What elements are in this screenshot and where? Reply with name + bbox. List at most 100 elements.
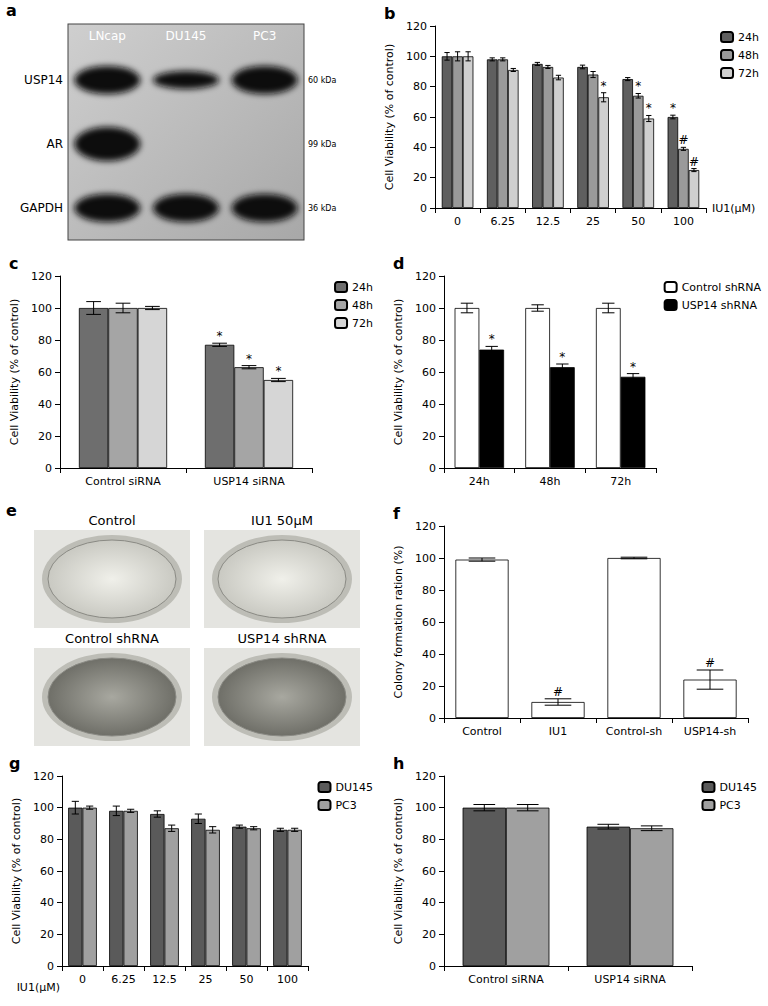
svg-text:*: * [635, 79, 641, 93]
svg-text:80: 80 [422, 833, 436, 846]
svg-text:60: 60 [422, 616, 436, 629]
svg-text:PC3: PC3 [719, 799, 740, 812]
svg-text:80: 80 [38, 334, 52, 347]
svg-text:b: b [384, 4, 395, 23]
svg-text:USP14-sh: USP14-sh [684, 725, 736, 738]
svg-text:#: # [678, 133, 688, 147]
svg-text:*: * [601, 79, 607, 93]
svg-text:0: 0 [429, 462, 436, 475]
svg-text:*: * [670, 101, 676, 115]
svg-text:40: 40 [422, 648, 436, 661]
svg-text:0: 0 [47, 960, 54, 973]
svg-text:f: f [393, 504, 401, 523]
svg-text:Cell Viability (% of control): Cell Viability (% of control) [383, 44, 396, 190]
svg-text:60: 60 [422, 865, 436, 878]
svg-text:Control: Control [462, 725, 502, 738]
svg-text:80: 80 [422, 584, 436, 597]
svg-text:120: 120 [415, 770, 436, 783]
svg-text:25: 25 [586, 215, 600, 228]
svg-text:AR: AR [46, 137, 63, 151]
svg-text:48h: 48h [352, 299, 373, 312]
svg-text:6.25: 6.25 [491, 215, 516, 228]
svg-text:12.5: 12.5 [152, 973, 177, 986]
svg-text:d: d [393, 254, 404, 273]
svg-text:a: a [6, 1, 17, 20]
svg-text:40: 40 [413, 141, 427, 154]
svg-text:DU145: DU145 [335, 781, 373, 794]
svg-text:48h: 48h [540, 475, 561, 488]
svg-text:20: 20 [413, 171, 427, 184]
svg-text:6.25: 6.25 [111, 973, 136, 986]
svg-text:40: 40 [40, 896, 54, 909]
svg-text:80: 80 [40, 833, 54, 846]
svg-text:0: 0 [79, 973, 86, 986]
svg-text:DU145: DU145 [166, 29, 207, 43]
svg-text:g: g [9, 754, 20, 773]
svg-text:100: 100 [33, 801, 54, 814]
svg-text:80: 80 [413, 80, 427, 93]
svg-text:*: * [275, 364, 281, 378]
svg-text:Cell Viability (% of control): Cell Viability (% of control) [392, 299, 405, 445]
svg-text:c: c [9, 254, 18, 273]
svg-text:IU1(μM): IU1(μM) [712, 202, 755, 215]
svg-text:50: 50 [240, 973, 254, 986]
svg-text:*: * [646, 101, 652, 115]
svg-text:24h: 24h [738, 31, 759, 44]
svg-text:Cell Viability (% of control): Cell Viability (% of control) [8, 299, 21, 445]
svg-text:Cell Viability (% of control): Cell Viability (% of control) [392, 798, 405, 944]
svg-text:PC3: PC3 [253, 29, 276, 43]
svg-text:25: 25 [199, 973, 213, 986]
svg-text:Control siRNA: Control siRNA [468, 973, 544, 986]
svg-text:IU1: IU1 [549, 725, 567, 738]
svg-text:20: 20 [40, 928, 54, 941]
svg-text:#: # [705, 656, 715, 670]
svg-text:USP14 shRNA: USP14 shRNA [682, 299, 758, 312]
svg-text:*: * [489, 332, 495, 346]
svg-text:#: # [689, 155, 699, 169]
svg-text:120: 120 [415, 520, 436, 533]
svg-text:120: 120 [31, 270, 52, 283]
svg-text:Control: Control [89, 513, 136, 528]
svg-text:100: 100 [406, 50, 427, 63]
svg-text:h: h [393, 754, 404, 773]
svg-text:0: 0 [429, 960, 436, 973]
svg-text:100: 100 [415, 302, 436, 315]
svg-text:20: 20 [422, 680, 436, 693]
svg-text:PC3: PC3 [335, 799, 356, 812]
svg-text:GAPDH: GAPDH [20, 201, 63, 215]
svg-text:100: 100 [415, 801, 436, 814]
svg-text:DU145: DU145 [719, 781, 757, 794]
svg-text:36 kDa: 36 kDa [308, 204, 337, 213]
svg-text:Cell Viability (% of control): Cell Viability (% of control) [10, 798, 23, 944]
svg-text:#: # [553, 685, 563, 699]
svg-text:48h: 48h [738, 49, 759, 62]
svg-text:Control shRNA: Control shRNA [65, 631, 159, 646]
svg-text:100: 100 [415, 552, 436, 565]
svg-text:USP14 shRNA: USP14 shRNA [238, 631, 327, 646]
svg-text:72h: 72h [738, 67, 759, 80]
svg-text:e: e [6, 501, 17, 520]
svg-text:60: 60 [422, 366, 436, 379]
svg-text:100: 100 [31, 302, 52, 315]
svg-text:*: * [630, 360, 636, 374]
svg-text:Control siRNA: Control siRNA [85, 475, 161, 488]
svg-text:20: 20 [422, 430, 436, 443]
svg-text:IU1(μM): IU1(μM) [17, 981, 60, 994]
svg-text:120: 120 [415, 270, 436, 283]
svg-text:40: 40 [422, 398, 436, 411]
svg-text:99 kDa: 99 kDa [308, 140, 337, 149]
svg-text:0: 0 [429, 712, 436, 725]
svg-text:40: 40 [422, 896, 436, 909]
svg-text:*: * [217, 329, 223, 343]
svg-text:*: * [246, 352, 252, 366]
svg-text:IU1 50μM: IU1 50μM [251, 513, 313, 528]
svg-text:LNcap: LNcap [89, 29, 126, 43]
svg-text:20: 20 [422, 928, 436, 941]
svg-text:Colony formation ration (%): Colony formation ration (%) [392, 546, 405, 699]
svg-text:USP14 siRNA: USP14 siRNA [594, 973, 666, 986]
svg-text:40: 40 [38, 398, 52, 411]
svg-text:60: 60 [40, 865, 54, 878]
svg-text:USP14: USP14 [24, 73, 63, 87]
svg-text:*: * [559, 350, 565, 364]
svg-text:50: 50 [631, 215, 645, 228]
